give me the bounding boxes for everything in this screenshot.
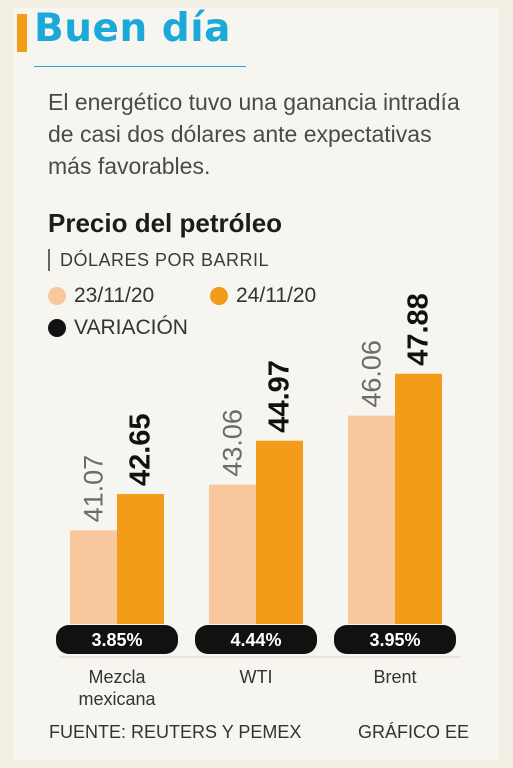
legend-label-variation: VARIACIÓN [74, 316, 188, 339]
legend-label-series-1: 23/11/20 [74, 284, 155, 307]
unit-label: DÓLARES POR BARRIL [60, 250, 270, 270]
variation-label-1: 4.44% [230, 630, 281, 650]
title-accent-bar [17, 14, 27, 52]
data-label-series-2-0: 42.65 [125, 413, 157, 486]
legend-item-series-2: 24/11/20 [210, 284, 316, 308]
unit-divider [48, 249, 50, 271]
category-label-0-0: Mezcla [88, 667, 146, 687]
page-title: Buen día [34, 6, 231, 51]
legend-dot-series-1 [48, 287, 66, 305]
data-label-series-1-0: 41.07 [79, 455, 109, 523]
legend-dot-variation [48, 319, 66, 337]
source-note: FUENTE: REUTERS Y PEMEX [49, 722, 302, 742]
legend-item-variation: VARIACIÓN [48, 316, 188, 340]
data-label-series-2-1: 44.97 [264, 360, 296, 433]
data-label-series-1-2: 46.06 [357, 340, 387, 408]
category-label-2-0: Brent [373, 667, 416, 687]
variation-label-0: 3.85% [91, 630, 142, 650]
legend-label-series-2: 24/11/20 [236, 284, 317, 307]
variation-label-2: 3.95% [369, 630, 420, 650]
title-underline [34, 66, 246, 67]
category-label-1-0: WTI [240, 667, 273, 687]
bar-2-1 [256, 440, 303, 624]
data-label-series-2-2: 47.88 [403, 293, 435, 366]
legend-dot-series-2 [210, 287, 228, 305]
bar-1-2 [348, 415, 395, 624]
category-label-0-1: mexicana [78, 689, 156, 709]
data-label-series-1-1: 43.06 [218, 409, 248, 477]
legend-item-series-1: 23/11/20 [48, 284, 154, 308]
variation-pill-0 [56, 625, 178, 654]
variation-pill-1 [195, 625, 317, 654]
subtitle: El energético tuvo una ganancia intradía… [48, 89, 460, 179]
graphic-credit: GRÁFICO EE [358, 722, 470, 742]
bar-1-0 [70, 530, 117, 624]
bar-2-2 [395, 373, 442, 624]
variation-pill-2 [334, 625, 456, 654]
bar-1-1 [209, 484, 256, 624]
bar-2-0 [117, 494, 164, 624]
chart-title: Precio del petróleo [48, 208, 283, 238]
